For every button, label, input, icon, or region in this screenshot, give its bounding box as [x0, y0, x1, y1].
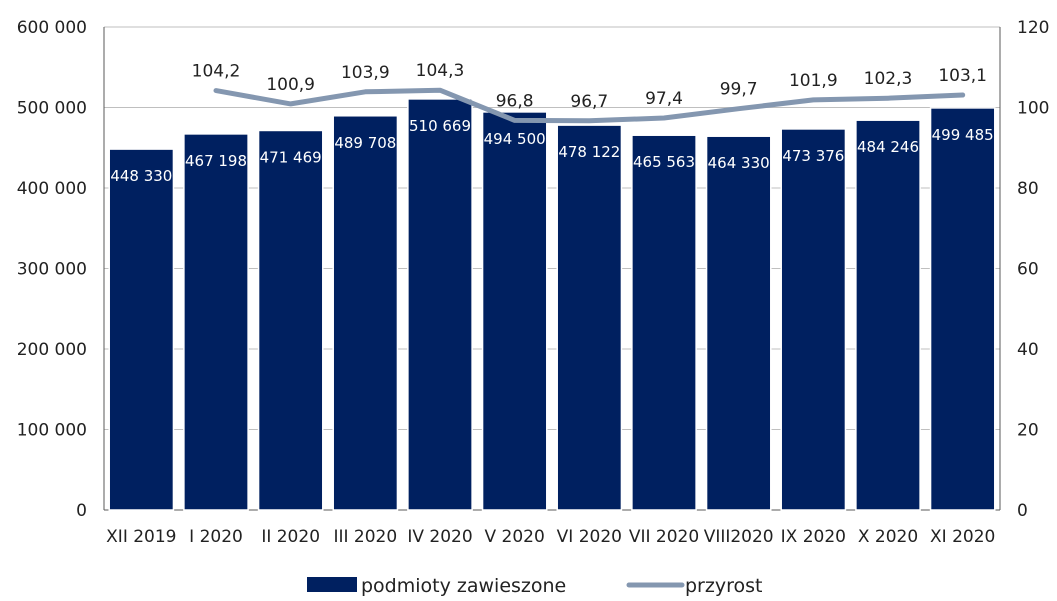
bar-value-label: 464 330	[708, 154, 770, 172]
line-value-label: 99,7	[720, 80, 758, 100]
y-tick-label: 500 000	[17, 99, 87, 119]
x-tick-label: III 2020	[333, 527, 397, 547]
legend-label-bar: podmioty zawieszone	[361, 575, 566, 597]
line-value-label: 104,3	[416, 61, 465, 81]
y-tick-label: 100 000	[17, 421, 87, 441]
x-tick-label: IX 2020	[781, 527, 846, 547]
y-tick-label: 200 000	[17, 340, 87, 360]
x-axis-ticks: XII 2019 I 2020 II 2020 III 2020 IV 2020 V 20…	[106, 527, 995, 547]
line-value-label: 97,4	[645, 89, 683, 109]
y-tick-label: 300 000	[17, 260, 87, 280]
y-axis-left-ticks: 0 100 000 200 000 300 000 400 000 500 000 600 …	[17, 18, 87, 521]
line-value-label: 102,3	[864, 69, 913, 89]
bar	[929, 107, 996, 511]
bar	[407, 98, 473, 511]
line-point	[662, 116, 666, 120]
bar	[108, 148, 175, 511]
bar	[705, 135, 772, 511]
x-tick-label: I 2020	[189, 527, 243, 547]
bar-value-label: 448 330	[110, 167, 172, 185]
line-value-label: 101,9	[789, 71, 838, 91]
line-point	[214, 89, 218, 93]
line-series-przyrost	[213, 87, 966, 124]
y2-tick-label: 100	[1017, 99, 1049, 119]
y-tick-label: 0	[76, 501, 87, 521]
bar-value-label: 499 485	[932, 126, 994, 144]
bar	[631, 134, 697, 511]
x-tick-label: V 2020	[485, 527, 545, 547]
bar-value-label: 489 708	[334, 134, 396, 152]
bar-value-label: 478 122	[558, 143, 620, 161]
y2-tick-label: 0	[1017, 501, 1028, 521]
legend-swatch-bar	[307, 577, 357, 592]
y2-tick-label: 20	[1017, 421, 1039, 441]
legend-label-line: przyrost	[685, 575, 762, 597]
line-value-label: 104,2	[192, 62, 241, 82]
x-tick-label: VI 2020	[557, 527, 622, 547]
line-point	[363, 90, 367, 94]
bar-value-label: 473 376	[782, 147, 844, 165]
line-point	[961, 93, 965, 97]
line-point	[886, 96, 890, 100]
x-tick-label: XI 2020	[930, 527, 995, 547]
line-value-label: 96,7	[570, 92, 608, 112]
x-tick-label: XII 2019	[106, 527, 176, 547]
line-value-label: 103,1	[938, 66, 987, 86]
y-axis-right-ticks: 0 20 40 60 80 100 120	[1017, 18, 1049, 521]
bar	[556, 124, 623, 511]
bar-value-label: 471 469	[260, 148, 322, 166]
y2-tick-label: 120	[1017, 18, 1049, 38]
line-point	[513, 118, 517, 122]
y2-tick-label: 40	[1017, 340, 1039, 360]
bar-value-labels: 448 330 467 198 471 469 489 708 510 669 494 5…	[110, 117, 993, 185]
bar	[257, 129, 324, 511]
line-point	[587, 119, 591, 123]
y2-tick-label: 60	[1017, 260, 1039, 280]
x-tick-label: VII 2020	[629, 527, 699, 547]
bar	[780, 128, 847, 511]
line-point	[438, 88, 442, 92]
bar-value-label: 510 669	[409, 117, 471, 135]
line-value-label: 100,9	[266, 75, 315, 95]
bar-series-podmioty-zawieszone	[108, 98, 996, 511]
y2-tick-label: 80	[1017, 179, 1039, 199]
legend: podmioty zawieszone przyrost	[307, 575, 762, 597]
line-point	[289, 102, 293, 106]
bar-value-label: 465 563	[633, 153, 695, 171]
line-point	[737, 107, 741, 111]
line-value-label: 96,8	[496, 91, 534, 111]
bar	[855, 119, 921, 511]
bar-value-label: 467 198	[185, 152, 247, 170]
y-tick-label: 400 000	[17, 179, 87, 199]
bar	[481, 111, 548, 511]
x-tick-label: X 2020	[858, 527, 918, 547]
line-value-label: 103,9	[341, 63, 390, 83]
y-tick-label: 600 000	[17, 18, 87, 38]
bar-value-label: 494 500	[484, 130, 546, 148]
line-value-labels: 104,2 100,9 103,9 104,3 96,8 96,7 97,4 99,7 101,…	[192, 61, 987, 112]
bar	[332, 115, 399, 511]
bar-value-label: 484 246	[857, 138, 919, 156]
x-tick-label: VIII2020	[704, 527, 774, 547]
x-tick-label: II 2020	[261, 527, 320, 547]
bar	[183, 133, 249, 511]
gridlines	[103, 26, 1001, 511]
x-tick-label: IV 2020	[407, 527, 472, 547]
line-point	[811, 98, 815, 102]
